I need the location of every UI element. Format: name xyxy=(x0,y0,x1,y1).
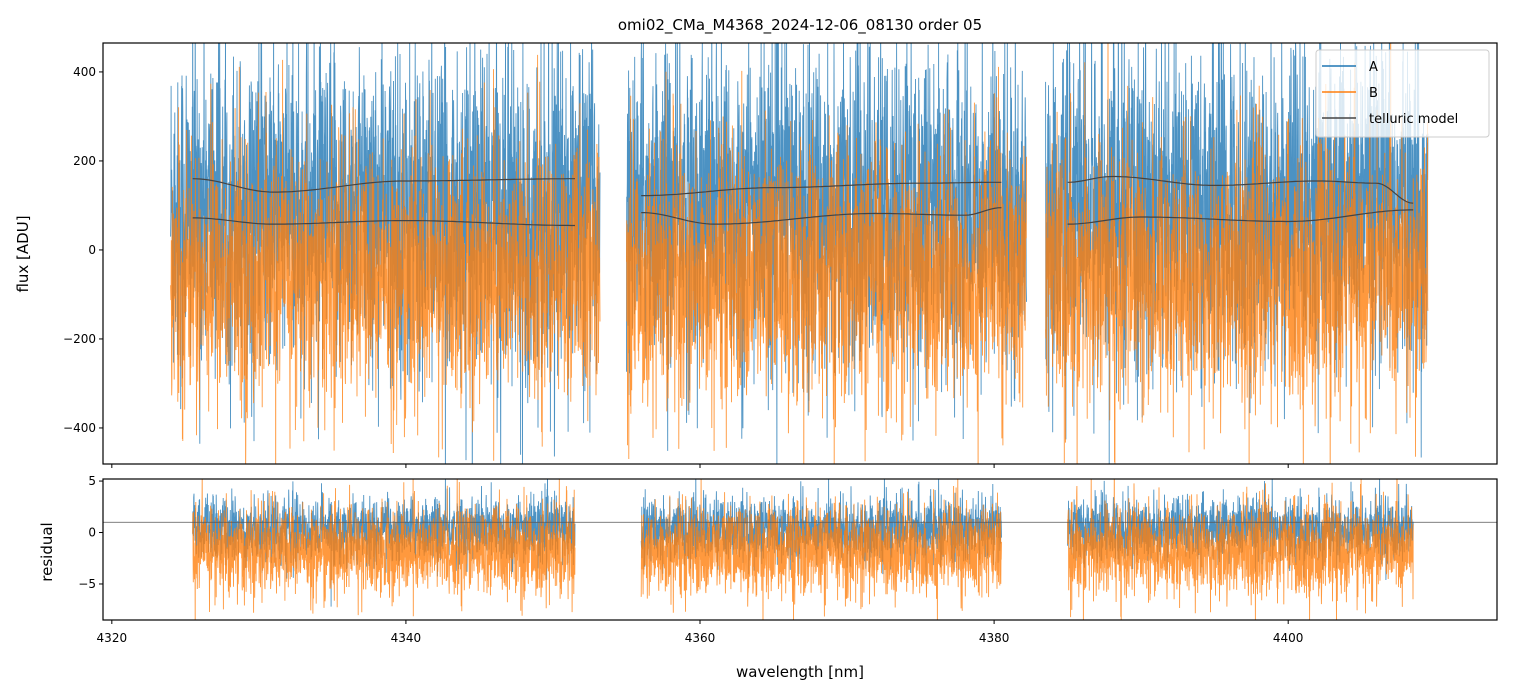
residual-panel: −5 0 5 4320 4340 4360 4380 4400 xyxy=(78,474,1498,645)
telluric-model-curve-3 xyxy=(641,181,1002,197)
telluric-model-curve-4 xyxy=(641,207,1002,225)
series-b-segment-3 xyxy=(1045,43,1429,464)
y-tick-label: −400 xyxy=(63,421,96,435)
y-tick-label: −5 xyxy=(78,577,96,591)
y-tick-label: 0 xyxy=(88,526,96,540)
legend-label-telluric: telluric model xyxy=(1369,112,1458,127)
legend: A B telluric model xyxy=(1315,49,1490,138)
y-tick-label: −200 xyxy=(63,332,96,346)
telluric-model-curve-5 xyxy=(1067,175,1414,204)
y-tick-label: 5 xyxy=(88,474,96,488)
axes-frame xyxy=(102,478,1498,621)
x-tick-label: 4340 xyxy=(391,631,422,645)
y-tick-label: 400 xyxy=(73,65,96,79)
series-b-segment-3 xyxy=(1067,479,1414,620)
y-tick-label: 0 xyxy=(88,243,96,257)
y-tick-label: 200 xyxy=(73,154,96,168)
legend-box xyxy=(1315,49,1490,138)
y-axis-label-flux: flux [ADU] xyxy=(14,215,32,292)
series-b-segment-1 xyxy=(192,479,576,620)
flux-panel: −400 −200 0 200 400 xyxy=(63,42,1498,468)
series-b-segment-2 xyxy=(626,66,1027,464)
y-axis-label-residual: residual xyxy=(38,522,56,581)
data-layer xyxy=(103,479,1497,620)
chart-title: omi02_CMa_M4368_2024-12-06_08130 order 0… xyxy=(618,16,982,35)
telluric-model-curve-1 xyxy=(192,178,575,193)
series-b-segment-2 xyxy=(640,479,1002,620)
telluric-model-curve-2 xyxy=(192,217,575,227)
data-layer xyxy=(170,43,1429,464)
x-tick-label: 4360 xyxy=(685,631,716,645)
legend-label-a: A xyxy=(1369,60,1378,75)
x-axis-label: wavelength [nm] xyxy=(736,663,864,681)
axes-frame xyxy=(102,42,1498,465)
telluric-model-curve-6 xyxy=(1067,209,1414,225)
series-b-segment-1 xyxy=(170,54,601,464)
x-tick-label: 4320 xyxy=(97,631,128,645)
x-tick-label: 4400 xyxy=(1273,631,1304,645)
x-tick-label: 4380 xyxy=(979,631,1010,645)
legend-label-b: B xyxy=(1369,86,1378,101)
